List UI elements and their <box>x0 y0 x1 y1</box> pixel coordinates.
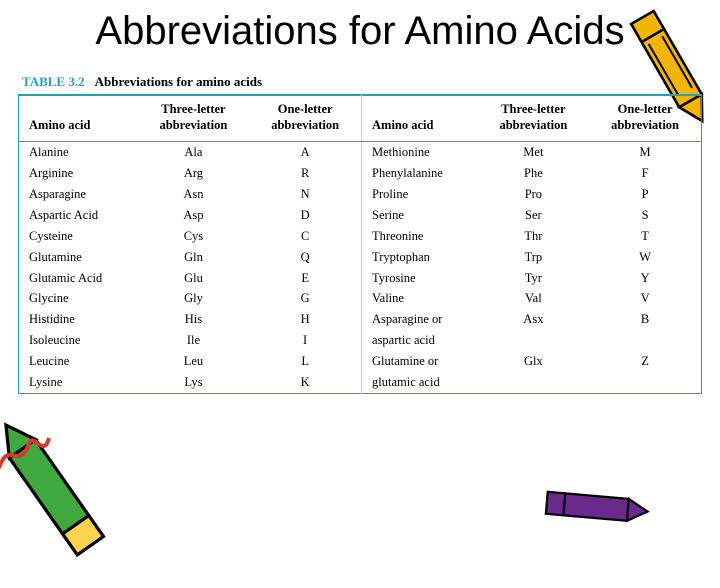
amino-name: Glycine <box>19 288 138 309</box>
one-letter: E <box>249 268 361 289</box>
amino-name: aspartic acid <box>362 330 478 351</box>
amino-name: Leucine <box>19 351 138 372</box>
one-letter: T <box>589 226 701 247</box>
three-letter: Asn <box>138 184 250 205</box>
col-three-letter: Three-letterabbreviation <box>478 96 590 142</box>
three-letter: Gly <box>138 288 250 309</box>
table-row: CysteineCysCThreonineThrT <box>19 226 702 247</box>
col-one-letter: One-letterabbreviation <box>249 96 361 142</box>
three-letter: Gln <box>138 247 250 268</box>
table-row: IsoleucineIleIaspartic acid <box>19 330 702 351</box>
one-letter: W <box>589 247 701 268</box>
amino-name: Asparagine <box>19 184 138 205</box>
amino-name: Serine <box>362 205 478 226</box>
three-letter <box>478 372 590 393</box>
col-three-letter: Three-letterabbreviation <box>138 96 250 142</box>
three-letter: Asx <box>478 309 590 330</box>
one-letter: H <box>249 309 361 330</box>
three-letter: Leu <box>138 351 250 372</box>
three-letter: Ile <box>138 330 250 351</box>
amino-name: Isoleucine <box>19 330 138 351</box>
amino-name: Lysine <box>19 372 138 393</box>
three-letter: Glu <box>138 268 250 289</box>
one-letter: B <box>589 309 701 330</box>
three-letter: Thr <box>478 226 590 247</box>
table-row: AsparagineAsnNProlineProP <box>19 184 702 205</box>
table-row: Aspartic AcidAspDSerineSerS <box>19 205 702 226</box>
three-letter: Val <box>478 288 590 309</box>
col-one-letter: One-letterabbreviation <box>589 96 701 142</box>
one-letter <box>589 372 701 393</box>
amino-name: Aspartic Acid <box>19 205 138 226</box>
amino-name: Alanine <box>19 142 138 163</box>
one-letter: Y <box>589 268 701 289</box>
one-letter: Q <box>249 247 361 268</box>
amino-name: glutamic acid <box>362 372 478 393</box>
amino-name: Methionine <box>362 142 478 163</box>
three-letter: His <box>138 309 250 330</box>
three-letter: Phe <box>478 163 590 184</box>
table-header-row: Amino acid Three-letterabbreviation One-… <box>19 96 702 142</box>
one-letter: V <box>589 288 701 309</box>
table-row: ArginineArgRPhenylalaninePheF <box>19 163 702 184</box>
three-letter: Asp <box>138 205 250 226</box>
amino-name: Tryptophan <box>362 247 478 268</box>
three-letter: Arg <box>138 163 250 184</box>
table-row: LeucineLeuLGlutamine orGlxZ <box>19 351 702 372</box>
amino-name: Proline <box>362 184 478 205</box>
one-letter: G <box>249 288 361 309</box>
amino-name: Tyrosine <box>362 268 478 289</box>
one-letter: C <box>249 226 361 247</box>
one-letter: A <box>249 142 361 163</box>
one-letter: Z <box>589 351 701 372</box>
three-letter: Cys <box>138 226 250 247</box>
amino-name: Glutamine or <box>362 351 478 372</box>
one-letter: F <box>589 163 701 184</box>
slide-title: Abbreviations for Amino Acids <box>0 8 720 54</box>
amino-name: Arginine <box>19 163 138 184</box>
table-number: TABLE 3.2 <box>22 74 85 90</box>
crayon-decoration <box>537 467 653 546</box>
one-letter: S <box>589 205 701 226</box>
table-row: LysineLysKglutamic acid <box>19 372 702 393</box>
one-letter: M <box>589 142 701 163</box>
col-amino-acid: Amino acid <box>362 96 478 142</box>
amino-name: Phenylalanine <box>362 163 478 184</box>
table-row: Glutamic AcidGluETyrosineTyrY <box>19 268 702 289</box>
amino-name: Histidine <box>19 309 138 330</box>
three-letter: Trp <box>478 247 590 268</box>
amino-name: Glutamic Acid <box>19 268 138 289</box>
amino-name: Asparagine or <box>362 309 478 330</box>
three-letter: Ala <box>138 142 250 163</box>
one-letter: L <box>249 351 361 372</box>
table-row: AlanineAlaAMethionineMetM <box>19 142 702 163</box>
amino-name: Glutamine <box>19 247 138 268</box>
table-row: GlutamineGlnQTryptophanTrpW <box>19 247 702 268</box>
three-letter: Ser <box>478 205 590 226</box>
table-caption: Abbreviations for amino acids <box>95 74 262 90</box>
one-letter <box>589 330 701 351</box>
one-letter: N <box>249 184 361 205</box>
crayon-decoration <box>0 388 145 588</box>
col-amino-acid: Amino acid <box>19 96 138 142</box>
table-row: GlycineGlyGValineValV <box>19 288 702 309</box>
amino-name: Threonine <box>362 226 478 247</box>
three-letter: Met <box>478 142 590 163</box>
three-letter: Glx <box>478 351 590 372</box>
three-letter: Tyr <box>478 268 590 289</box>
amino-name: Valine <box>362 288 478 309</box>
one-letter: D <box>249 205 361 226</box>
scribble-decoration <box>0 428 54 478</box>
one-letter: K <box>249 372 361 393</box>
table-row: HistidineHisHAsparagine orAsxB <box>19 309 702 330</box>
one-letter: I <box>249 330 361 351</box>
amino-name: Cysteine <box>19 226 138 247</box>
amino-acid-table: TABLE 3.2 Abbreviations for amino acids … <box>18 72 702 394</box>
three-letter: Lys <box>138 372 250 393</box>
three-letter <box>478 330 590 351</box>
three-letter: Pro <box>478 184 590 205</box>
one-letter: P <box>589 184 701 205</box>
one-letter: R <box>249 163 361 184</box>
